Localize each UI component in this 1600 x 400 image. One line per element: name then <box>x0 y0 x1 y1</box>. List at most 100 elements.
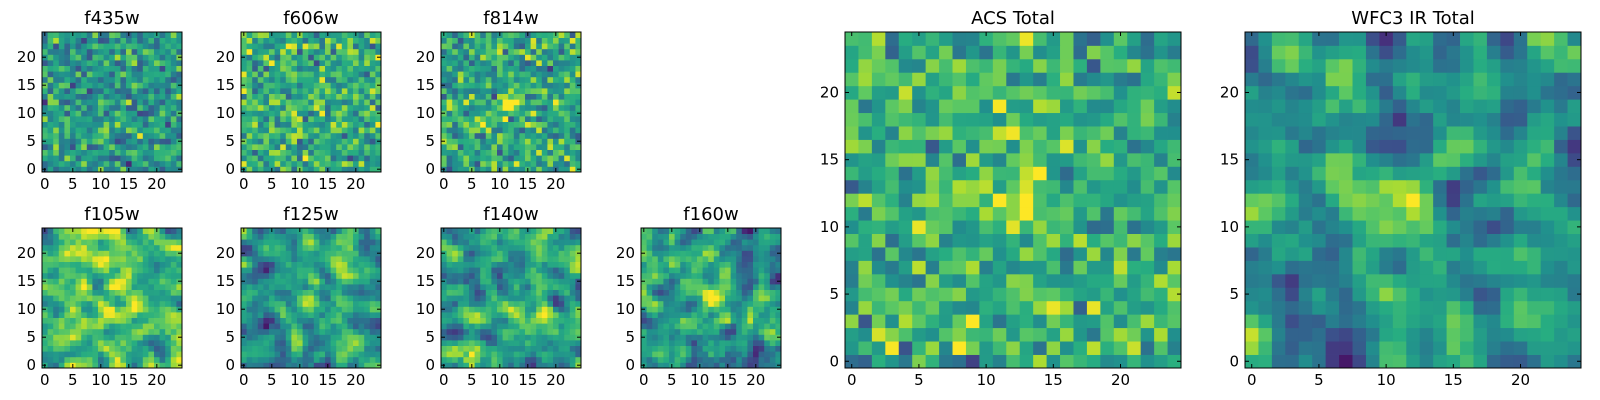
heatmap-cell <box>747 345 754 352</box>
heatmap-cell <box>713 267 720 274</box>
heatmap-cell <box>663 272 670 279</box>
heatmap-cell <box>269 149 275 156</box>
heatmap-cell <box>452 37 459 44</box>
heatmap-cell <box>775 317 782 324</box>
heatmap-cell <box>159 233 166 240</box>
heatmap-cell <box>53 65 60 72</box>
heatmap-cell <box>708 345 715 352</box>
x-tick-label: 15 <box>518 371 537 389</box>
heatmap-cell <box>126 244 132 251</box>
heatmap-cell <box>165 317 172 324</box>
heatmap-cell <box>719 267 726 274</box>
heatmap-cell <box>285 362 292 369</box>
heatmap-cell <box>375 60 382 66</box>
heatmap-cell <box>663 334 670 341</box>
heatmap-cell <box>148 76 155 83</box>
heatmap-cell <box>508 340 515 346</box>
heatmap-cell <box>558 250 565 257</box>
heatmap-cell <box>1167 166 1182 181</box>
heatmap-cell <box>165 93 172 100</box>
heatmap-cell <box>263 48 270 55</box>
heatmap-cell <box>109 284 116 290</box>
heatmap-cell <box>519 149 526 156</box>
heatmap-cell <box>1060 233 1074 248</box>
heatmap-cell <box>858 260 873 275</box>
heatmap-cell <box>530 261 537 268</box>
heatmap-cell <box>663 250 670 257</box>
heatmap-cell <box>302 362 309 369</box>
heatmap-cell <box>463 345 470 352</box>
heatmap-cell <box>86 340 93 346</box>
heatmap-cell <box>691 289 698 296</box>
heatmap-cell <box>480 272 487 279</box>
heatmap-cell <box>491 278 498 285</box>
heatmap-cell <box>353 99 359 106</box>
heatmap-cell <box>441 48 447 55</box>
heatmap-cell <box>558 340 565 346</box>
heatmap-cell <box>358 278 365 285</box>
heatmap-cell <box>369 239 376 246</box>
heatmap-cell <box>680 351 687 358</box>
heatmap-cell <box>898 260 913 275</box>
heatmap-cell <box>269 272 275 279</box>
heatmap-cell <box>297 250 303 257</box>
heatmap-cell <box>1060 341 1074 355</box>
heatmap-cell <box>81 32 88 38</box>
heatmap-cell <box>369 71 376 78</box>
heatmap-cell <box>297 43 303 50</box>
y-tick-label: 20 <box>17 48 36 66</box>
heatmap-cell <box>170 256 177 262</box>
y-tick-label: 5 <box>225 132 235 150</box>
heatmap-cell <box>452 110 459 117</box>
heatmap-cell <box>753 284 759 290</box>
heatmap-cell <box>513 88 520 94</box>
heatmap-cell <box>858 300 873 315</box>
heatmap-cell <box>485 356 492 363</box>
heatmap-cell <box>558 65 565 72</box>
heatmap-cell <box>341 65 348 72</box>
heatmap-cell <box>480 351 487 358</box>
heatmap-cell <box>485 334 492 341</box>
heatmap-cell <box>965 166 980 181</box>
heatmap-cell <box>285 233 292 240</box>
heatmap-cell <box>137 278 144 285</box>
heatmap-cell <box>325 278 331 285</box>
heatmap-cell <box>680 250 687 257</box>
heatmap-cell <box>691 233 698 240</box>
heatmap-cell <box>291 289 298 296</box>
heatmap-cell <box>137 93 144 100</box>
heatmap-cell <box>58 149 65 156</box>
heatmap-cell <box>148 32 155 38</box>
heatmap-cell <box>708 300 715 307</box>
heatmap-cell <box>64 267 71 274</box>
heatmap-cell <box>252 284 259 290</box>
heatmap-cell <box>319 93 326 100</box>
heatmap-cell <box>103 166 110 173</box>
heatmap-cell <box>558 54 565 61</box>
heatmap-cell <box>257 43 264 50</box>
heatmap-cell <box>353 256 359 262</box>
heatmap-cell <box>1046 314 1061 329</box>
heatmap-cell <box>485 244 492 251</box>
heatmap-cell <box>291 256 298 262</box>
heatmap-cell <box>541 295 548 302</box>
heatmap-cell <box>369 295 376 302</box>
heatmap-cell <box>142 132 149 139</box>
heatmap-cell <box>246 104 253 111</box>
heatmap-cell <box>491 362 498 369</box>
heatmap-cell <box>519 155 526 162</box>
heatmap-cell <box>525 334 531 341</box>
heatmap-cell <box>519 317 526 324</box>
heatmap-cell <box>553 244 559 251</box>
heatmap-cell <box>364 71 371 78</box>
heatmap-cell <box>491 295 498 302</box>
heatmap-cell <box>1100 260 1115 275</box>
heatmap-cell <box>341 267 348 274</box>
heatmap-cell <box>558 233 565 240</box>
heatmap-cell <box>536 233 543 240</box>
heatmap-cell <box>525 65 531 72</box>
heatmap-cell <box>898 327 913 342</box>
heatmap-cell <box>663 278 670 285</box>
heatmap-cell <box>525 284 531 290</box>
